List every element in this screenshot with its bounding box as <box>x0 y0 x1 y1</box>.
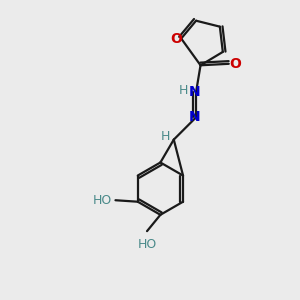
Text: O: O <box>230 57 241 71</box>
Text: N: N <box>189 110 200 124</box>
Text: HO: HO <box>137 238 157 251</box>
Text: N: N <box>189 85 200 99</box>
Text: H: H <box>161 130 170 142</box>
Text: O: O <box>170 32 182 46</box>
Text: H: H <box>179 84 188 97</box>
Text: HO: HO <box>93 194 112 207</box>
